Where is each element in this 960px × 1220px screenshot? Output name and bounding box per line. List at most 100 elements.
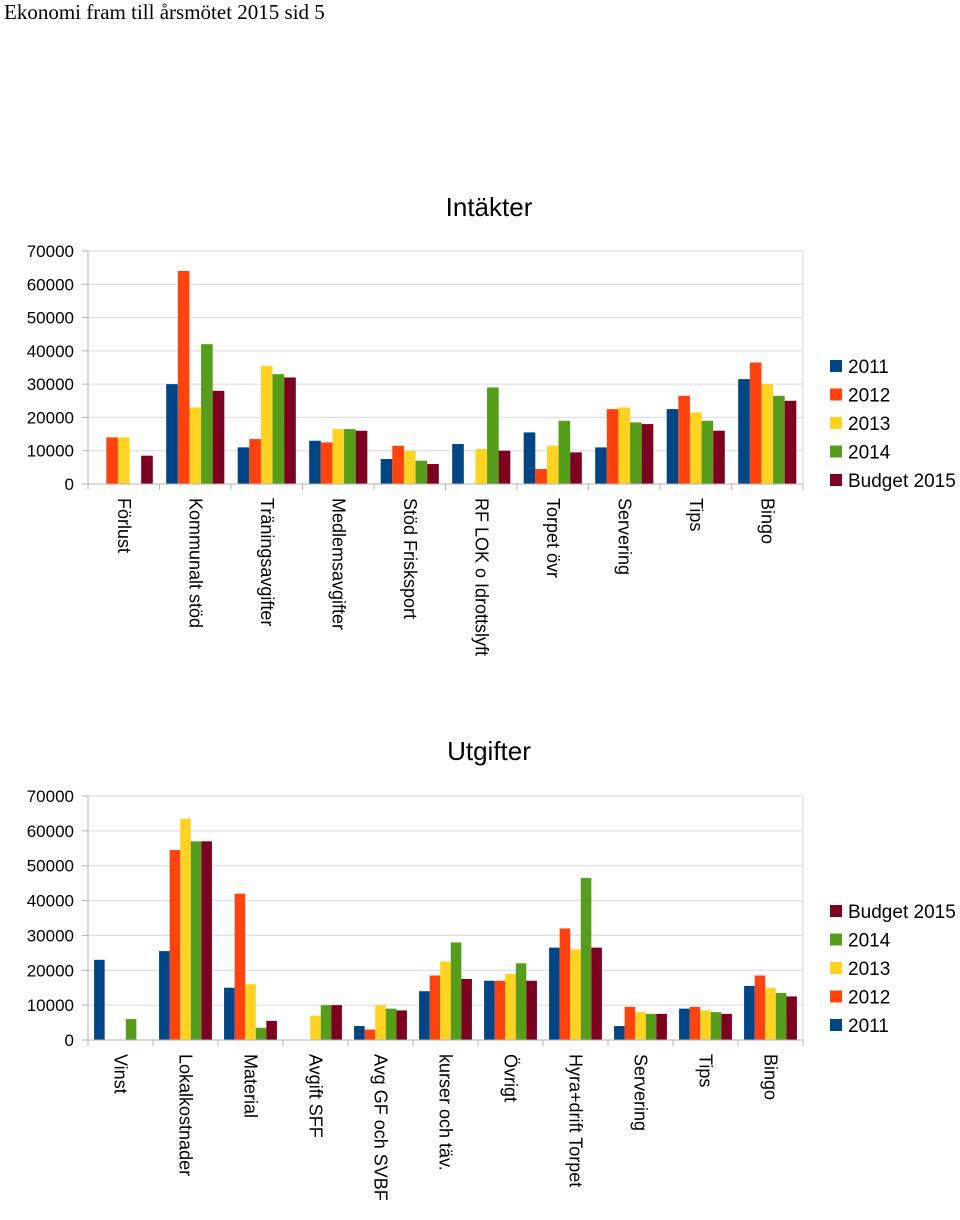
- income-bar-2013-2: [260, 365, 273, 484]
- income-category-label: Stöd Frisksport: [400, 498, 420, 619]
- expense-bar-2014-2: [255, 1027, 267, 1040]
- expense-category-label: Vinst: [111, 1054, 131, 1094]
- expense-bar-2011-1: [159, 951, 170, 1040]
- income-legend-swatch: [830, 445, 842, 458]
- expense-legend-label: Budget 2015: [848, 902, 956, 923]
- income-legend-swatch: [830, 474, 842, 486]
- income-bar-2013-8: [689, 412, 702, 484]
- expense-bar-budget-2015-3: [331, 1005, 342, 1040]
- income-bar-2013-7: [618, 407, 631, 484]
- expense-category-label: Avg GF och SVBF: [371, 1054, 391, 1201]
- income-bar-2013-6: [546, 445, 559, 484]
- expense-bar-budget-2015-1: [201, 841, 212, 1040]
- expense-bar-2013-10: [765, 987, 776, 1040]
- expense-category-label: Hyra+drift Torpet: [566, 1054, 586, 1187]
- expense-legend-swatch: [830, 905, 842, 917]
- expense-bar-2014-7: [580, 877, 592, 1040]
- income-bar-2012-9: [749, 362, 762, 484]
- income-bar-2013-5: [475, 449, 488, 484]
- income-bar-2012-2: [249, 439, 261, 484]
- expense-bar-budget-2015-9: [721, 1013, 732, 1040]
- income-legend-label: 2011: [848, 357, 889, 378]
- expense-category-label: Material: [241, 1054, 261, 1118]
- income-bar-2014-1: [201, 344, 213, 484]
- income-bar-2012-0: [106, 437, 118, 484]
- income-y-tick-label: 20000: [27, 408, 74, 427]
- income-bar-2012-4: [392, 445, 404, 484]
- expense-bar-2013-7: [570, 949, 581, 1040]
- expense-legend-swatch: [830, 933, 842, 946]
- income-bar-2011-8: [666, 409, 679, 484]
- income-chart: Intäkter 0 10000 20000 30000 40000 50000 60000 7…: [27, 192, 956, 656]
- expense-bar-2011-4: [354, 1026, 365, 1040]
- income-bar-budget-2015-0: [141, 455, 153, 484]
- expense-category-label: Avgift SFF: [306, 1054, 326, 1138]
- expense-y-tick-label: 60000: [27, 822, 74, 841]
- income-bar-budget-2015-9: [784, 400, 797, 484]
- expense-bar-2012-8: [624, 1006, 636, 1040]
- expense-bar-2011-5: [419, 991, 430, 1040]
- income-bar-2013-9: [761, 384, 774, 484]
- income-y-tick-label: 0: [65, 475, 74, 494]
- income-category-label: Träningsavgifter: [257, 498, 277, 626]
- expense-y-tick-label: 10000: [27, 996, 74, 1015]
- expense-bar-budget-2015-6: [526, 980, 537, 1040]
- expense-bar-2014-9: [710, 1012, 722, 1040]
- expense-legend-label: 2011: [848, 1016, 889, 1037]
- expense-category-label: Tips: [696, 1054, 716, 1087]
- income-bar-2011-3: [309, 440, 321, 484]
- income-legend-swatch: [830, 360, 842, 372]
- expense-y-tick-label: 30000: [27, 926, 74, 945]
- expense-bar-budget-2015-5: [461, 979, 472, 1040]
- expense-legend-swatch: [830, 1019, 842, 1031]
- expense-bar-2014-4: [385, 1008, 397, 1040]
- expense-bar-2014-8: [645, 1013, 657, 1040]
- income-category-label: Servering: [614, 498, 634, 575]
- income-category-label: RF LOK o Idrottslyft: [471, 498, 491, 656]
- income-bar-2011-6: [523, 432, 536, 484]
- income-category-label: Medlemsavgifter: [328, 498, 348, 630]
- income-bar-2011-4: [380, 459, 393, 484]
- income-legend-label: 2014: [848, 443, 891, 464]
- expense-bar-2011-8: [614, 1026, 625, 1040]
- expense-y-tick-label: 50000: [27, 857, 74, 876]
- expense-bar-2014-1: [190, 841, 202, 1040]
- income-bar-2014-2: [272, 374, 285, 484]
- expense-legend-swatch: [830, 990, 842, 1003]
- expense-bar-budget-2015-10: [786, 996, 797, 1040]
- income-y-tick-label: 30000: [27, 375, 74, 394]
- expense-category-label: kurser och täv.: [436, 1054, 456, 1171]
- expense-category-label: Bingo: [761, 1054, 781, 1100]
- expense-bar-2013-1: [180, 818, 191, 1040]
- expense-bar-2011-7: [549, 947, 560, 1040]
- expense-legend-label: 2013: [848, 959, 890, 980]
- expense-bar-2012-2: [234, 893, 246, 1040]
- income-y-tick-label: 50000: [27, 309, 74, 328]
- income-y-tick-label: 40000: [27, 342, 74, 361]
- income-bar-budget-2015-5: [498, 450, 511, 484]
- income-chart-title: Intäkter: [446, 192, 533, 222]
- expense-bar-2013-9: [700, 1010, 711, 1040]
- income-y-tick-label: 60000: [27, 275, 74, 294]
- expense-bar-2011-0: [94, 959, 105, 1040]
- income-bar-2013-4: [403, 450, 416, 484]
- expense-legend-label: 2012: [848, 988, 890, 1009]
- expense-legend-label: 2014: [848, 931, 891, 952]
- expense-bar-budget-2015-4: [396, 1010, 407, 1040]
- expense-bar-2014-3: [320, 1005, 332, 1040]
- income-bar-2012-1: [177, 270, 190, 484]
- income-bar-2014-9: [773, 395, 785, 484]
- expense-bar-2011-6: [484, 980, 495, 1040]
- expense-y-tick-label: 0: [65, 1031, 74, 1050]
- expense-chart-title: Utgifter: [447, 736, 531, 766]
- expense-bar-2013-8: [635, 1012, 646, 1040]
- expense-bar-2014-5: [450, 942, 462, 1040]
- income-bar-2014-7: [630, 422, 642, 484]
- expense-bar-2014-0: [125, 1019, 137, 1040]
- expense-bar-2012-10: [754, 975, 766, 1040]
- expense-bar-budget-2015-2: [266, 1020, 277, 1040]
- expense-category-label: Övrigt: [501, 1054, 521, 1102]
- income-bar-2014-6: [558, 420, 571, 484]
- expense-bar-2013-5: [440, 961, 451, 1040]
